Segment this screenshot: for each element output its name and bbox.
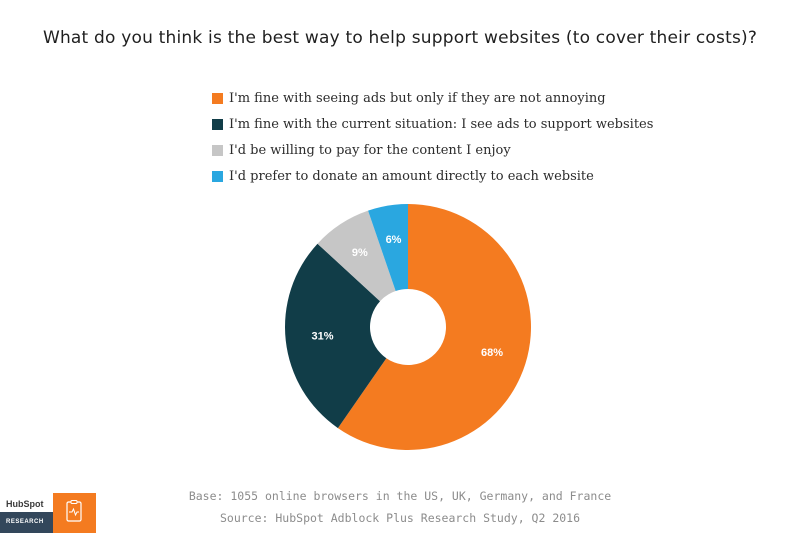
legend-swatch-current-situation (212, 118, 223, 130)
hubspot-research-logo: HubSpot RESEARCH (0, 493, 96, 533)
legend-swatch-pay-for-content (212, 144, 223, 156)
legend-label-annoying-ads: I'm fine with seeing ads but only if the… (229, 90, 606, 106)
logo-icon-panel (53, 493, 96, 533)
base-note: Base: 1055 online browsers in the US, UK… (188, 489, 612, 503)
legend-item-donate: I'd prefer to donate an amount directly … (212, 163, 632, 189)
legend-item-pay-for-content: I'd be willing to pay for the content I … (212, 137, 632, 163)
logo-wordmark-panel: HubSpot RESEARCH (0, 493, 53, 533)
slice-label-current-situation: 31% (312, 330, 334, 342)
slice-current-situation (285, 243, 387, 429)
clipboard-pulse-icon (66, 500, 82, 522)
slice-annoying-ads (337, 204, 531, 450)
chart-title: What do you think is the best way to hel… (42, 28, 758, 48)
slice-donate (368, 204, 408, 292)
chart-legend: I'm fine with seeing ads but only if the… (212, 85, 653, 189)
legend-item-current-situation: I'm fine with the current situation: I s… (212, 111, 653, 137)
logo-research-bar (0, 512, 53, 533)
legend-item-annoying-ads: I'm fine with seeing ads but only if the… (212, 85, 632, 111)
slice-label-donate: 6% (386, 234, 402, 246)
slice-label-pay-for-content: 9% (352, 247, 368, 259)
legend-swatch-annoying-ads (212, 92, 223, 104)
legend-label-current-situation: I'm fine with the current situation: I s… (229, 116, 654, 132)
logo-brand-text: HubSpot (6, 499, 44, 509)
legend-label-donate: I'd prefer to donate an amount directly … (229, 168, 594, 184)
legend-swatch-donate (212, 170, 223, 182)
source-note: Source: HubSpot Adblock Plus Research St… (219, 511, 581, 525)
logo-research-text: RESEARCH (6, 519, 44, 525)
slice-pay-for-content (317, 210, 396, 302)
legend-label-pay-for-content: I'd be willing to pay for the content I … (229, 142, 511, 158)
slice-label-annoying-ads: 68% (481, 347, 503, 359)
